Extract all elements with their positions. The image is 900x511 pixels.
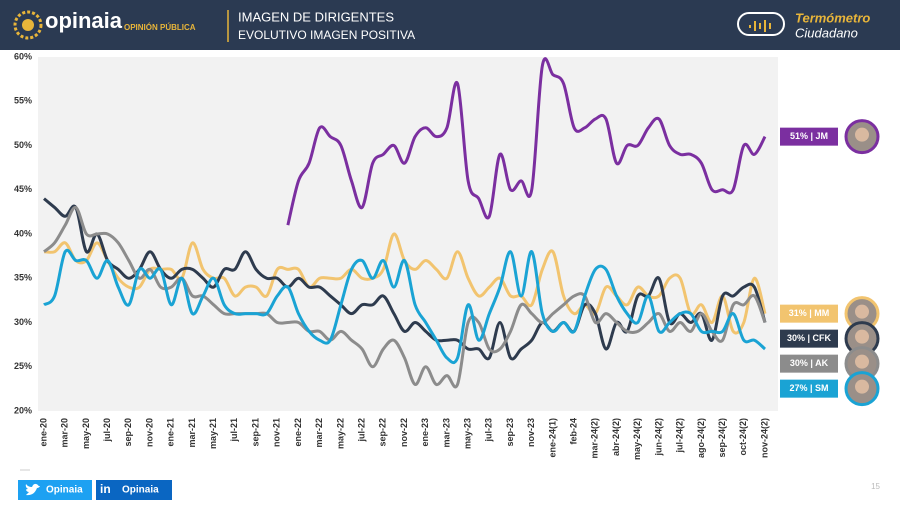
y-tick-label: 20%: [14, 405, 32, 415]
x-tick-label: nov-20: [144, 418, 154, 447]
page-number: 15: [871, 482, 880, 491]
end-label: 31% | MM: [789, 308, 830, 318]
title: IMAGEN DE DIRIGENTES: [238, 9, 394, 24]
x-tick-label: may-21: [208, 418, 218, 449]
badge-icon: [737, 12, 785, 36]
portrait-face: [855, 127, 869, 142]
x-tick-label: jul-20: [102, 418, 112, 443]
x-tick-label: nov-22: [399, 418, 409, 447]
x-tick-label: sep-20: [123, 418, 133, 447]
linkedin-handle: Opinaia: [122, 485, 159, 496]
x-tick-label: nov-21: [272, 418, 282, 447]
y-tick-label: 45%: [14, 184, 32, 194]
x-tick-label: jul-24(2): [675, 418, 685, 454]
x-tick-label: sep-24(2): [717, 418, 727, 458]
x-tick-label: may-23: [462, 418, 472, 449]
x-tick-label: may-22: [335, 418, 345, 449]
logo-mark: [22, 19, 34, 31]
y-tick-label: 55%: [14, 96, 32, 106]
portrait-face: [855, 304, 869, 319]
x-tick-label: mar-21: [187, 418, 197, 448]
linkedin-button[interactable]: [96, 480, 172, 500]
series-line: [286, 57, 767, 226]
x-tick-label: ene-22: [293, 418, 303, 447]
subtitle: EVOLUTIVO IMAGEN POSITIVA: [238, 28, 415, 42]
end-label-box: [780, 379, 838, 398]
y-tick-label: 60%: [14, 51, 32, 61]
x-tick-label: may-20: [81, 418, 91, 449]
x-tick-label: nov-23: [526, 418, 536, 447]
end-label: 27% | SM: [789, 383, 828, 393]
x-tick-label: jul-22: [356, 418, 366, 443]
logo-mark: [13, 10, 43, 40]
x-tick-label: jul-21: [229, 418, 239, 443]
y-tick-label: 35%: [14, 273, 32, 283]
linkedin-icon: in: [100, 482, 111, 496]
x-tick-label: feb-24: [569, 418, 579, 445]
x-tick-label: sep-22: [378, 418, 388, 447]
portrait-face: [855, 379, 869, 394]
x-tick-label: ene-20: [38, 418, 48, 447]
x-tick-label: ene-24(1): [547, 418, 557, 458]
x-tick-label: mar-20: [60, 418, 70, 448]
x-tick-label: sep-21: [250, 418, 260, 447]
badge-icon: [749, 20, 771, 32]
y-tick-label: 25%: [14, 361, 32, 371]
end-label: 30% | CFK: [787, 333, 832, 343]
brand: opinaia: [45, 8, 123, 33]
badge-line: Termómetro: [795, 10, 870, 25]
twitter-icon: [25, 483, 40, 496]
x-tick-label: ene-23: [420, 418, 430, 447]
x-tick-label: abr-24(2): [611, 418, 621, 456]
y-tick-label: 40%: [14, 228, 32, 238]
x-tick-label: mar-24(2): [590, 418, 600, 459]
y-tick-label: 30%: [14, 317, 32, 327]
x-tick-label: jul-23: [484, 418, 494, 443]
y-tick-label: 50%: [14, 140, 32, 150]
series-line: [43, 248, 767, 365]
brand-sub: OPINIÓN PÚBLICA: [124, 23, 196, 32]
x-tick-label: mar-23: [441, 418, 451, 448]
x-tick-label: oct-24(2): [738, 418, 748, 456]
x-tick-label: nov-24(2): [759, 418, 769, 458]
badge-line: Ciudadano: [795, 25, 858, 40]
plot-area: [38, 57, 778, 411]
series-line: [43, 205, 767, 389]
x-tick-label: ene-21: [166, 418, 176, 447]
end-label-box: [780, 329, 838, 348]
x-tick-label: jun-24(2): [653, 418, 663, 457]
portrait-face: [855, 354, 869, 369]
x-tick-label: ago-24(2): [696, 418, 706, 458]
end-label-box: [780, 127, 838, 146]
end-label: 30% | AK: [790, 358, 829, 368]
end-label-box: [780, 354, 838, 373]
x-tick-label: mar-22: [314, 418, 324, 448]
portrait-face: [855, 329, 869, 344]
x-tick-label: sep-23: [505, 418, 515, 447]
x-tick-label: may-24(2): [632, 418, 642, 460]
twitter-handle: Opinaia: [46, 485, 83, 496]
end-label-box: [780, 304, 838, 323]
end-label: 51% | JM: [790, 131, 828, 141]
